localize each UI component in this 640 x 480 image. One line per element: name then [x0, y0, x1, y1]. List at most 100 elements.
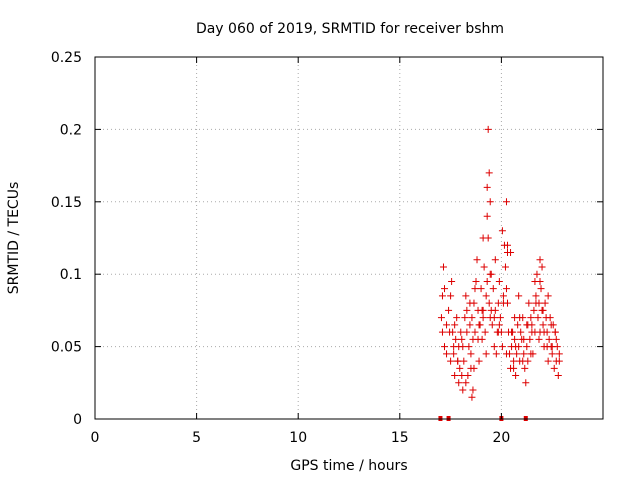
data-point [544, 357, 552, 365]
data-point [515, 292, 523, 300]
data-point [491, 256, 499, 264]
data-point [501, 263, 509, 271]
data-point [463, 306, 471, 314]
data-point [486, 198, 494, 206]
data-point [519, 357, 527, 365]
data-point [455, 379, 463, 387]
data-point [461, 314, 469, 322]
data-point [466, 299, 474, 307]
data-point [458, 372, 466, 380]
y-tick-label: 0.15 [51, 195, 82, 211]
data-point [492, 350, 500, 358]
data-point [495, 321, 503, 329]
data-points [437, 125, 563, 401]
data-point [498, 227, 506, 235]
data-point [452, 335, 460, 343]
data-point [488, 321, 496, 329]
data-point [514, 321, 522, 329]
data-point [508, 328, 516, 336]
data-point [456, 364, 464, 372]
data-point [459, 343, 467, 351]
data-point [458, 335, 466, 343]
data-point [471, 285, 479, 293]
data-point [537, 285, 545, 293]
data-point [521, 364, 529, 372]
data-point [511, 335, 519, 343]
data-point [477, 285, 485, 293]
data-point [448, 277, 456, 285]
data-point [441, 343, 449, 351]
data-point [546, 314, 554, 322]
data-point [499, 292, 507, 300]
data-point [525, 299, 533, 307]
data-point [479, 234, 487, 242]
data-point [447, 357, 455, 365]
axis-ticks: 0 0.05 0.1 0.15 0.2 0.25 0 5 10 15 20 [51, 50, 603, 446]
y-tick-label: 0 [73, 412, 82, 428]
data-point [485, 299, 493, 307]
data-point [484, 125, 492, 133]
data-point [550, 364, 558, 372]
x-axis-label: GPS time / hours [290, 458, 407, 474]
data-point [523, 343, 531, 351]
data-point [468, 314, 476, 322]
data-point [447, 292, 455, 300]
data-point [526, 335, 534, 343]
data-point [453, 314, 461, 322]
data-point [502, 350, 510, 358]
data-point [512, 343, 520, 351]
data-point [441, 285, 449, 293]
data-point [494, 328, 502, 336]
data-point [523, 321, 531, 329]
data-point [548, 350, 556, 358]
data-point [454, 357, 462, 365]
data-point [539, 321, 547, 329]
data-point [532, 292, 540, 300]
data-point [507, 248, 515, 256]
data-point [451, 372, 459, 380]
data-point [439, 263, 447, 271]
data-point [469, 386, 477, 394]
data-point [535, 335, 543, 343]
data-point [510, 364, 518, 372]
data-point [437, 314, 445, 322]
data-point [496, 314, 504, 322]
data-point [551, 328, 559, 336]
data-point [445, 306, 453, 314]
data-point [475, 321, 483, 329]
data-point [511, 314, 519, 322]
data-point [490, 343, 498, 351]
data-point [481, 328, 489, 336]
data-point [545, 335, 553, 343]
y-tick-label: 0.1 [60, 267, 82, 283]
data-point [503, 241, 511, 249]
y-tick-label: 0.25 [51, 50, 82, 66]
x-tick-label: 5 [192, 430, 201, 446]
data-point [555, 350, 563, 358]
data-point [450, 343, 458, 351]
data-point [473, 256, 481, 264]
data-point [543, 343, 551, 351]
data-point [522, 379, 530, 387]
data-point [540, 328, 548, 336]
data-point [510, 357, 518, 365]
data-point [489, 285, 497, 293]
data-point [467, 350, 475, 358]
data-point [451, 321, 459, 329]
data-point [547, 321, 555, 329]
data-point [438, 328, 446, 336]
plot-frame [94, 56, 604, 420]
data-point [527, 350, 535, 358]
data-point [512, 372, 520, 380]
data-point [539, 306, 547, 314]
data-point [482, 292, 490, 300]
data-point [438, 292, 446, 300]
data-point [465, 343, 473, 351]
data-point [555, 357, 563, 365]
data-point [513, 350, 521, 358]
data-point [474, 335, 482, 343]
data-point [527, 314, 535, 322]
data-point [538, 263, 546, 271]
